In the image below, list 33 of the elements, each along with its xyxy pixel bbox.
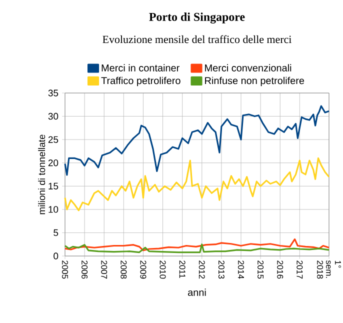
x-tick-label: 2017 [296, 260, 303, 279]
chart-title: Porto di Singapore [149, 12, 245, 24]
legend-label: Merci in container [102, 64, 180, 72]
line-series [64, 238, 330, 252]
y-tick-label: 35 [48, 90, 58, 96]
y-tick-label: 20 [48, 160, 58, 166]
y-tick-label: 25 [48, 136, 58, 143]
y-tick-label: 15 [48, 182, 58, 190]
x-tick-label: 2005 [62, 260, 68, 279]
x-tick-label: 2016 [277, 260, 284, 279]
legend-label: Rinfuse non petrolifere [205, 76, 304, 86]
x-tick-label: 2006 [82, 260, 88, 279]
line-series [64, 157, 330, 212]
legend-label: Merci convenzionali [205, 64, 292, 72]
legend-label: Traffico petrolifero [101, 76, 180, 86]
x-tick-label: 2015 [258, 260, 264, 279]
x-tick-label: 2011 [179, 260, 186, 278]
line-series [64, 105, 330, 176]
y-tick-label: 5 [54, 229, 58, 236]
x-axis-title: anni [188, 288, 206, 296]
x-tick-label: 2008 [120, 260, 127, 279]
x-tick-label: 2009 [140, 260, 146, 279]
x-tick-label: 2013 [218, 260, 224, 279]
x-tick-label: 1° sem. 2018 [317, 260, 341, 279]
x-tick-label: 2012 [198, 260, 205, 279]
y-tick-label: 0 [54, 252, 58, 260]
y-tick-label: 10 [48, 206, 58, 213]
y-axis-title: milioni di tonnellate [38, 134, 46, 214]
y-tick-label: 30 [48, 112, 58, 120]
x-tick-label: 2010 [160, 260, 166, 279]
x-tick-label: 2014 [238, 260, 244, 279]
x-tick-label: 2007 [101, 260, 108, 279]
chart-subtitle: Evoluzione mensile del traffico delle merci [102, 35, 292, 44]
